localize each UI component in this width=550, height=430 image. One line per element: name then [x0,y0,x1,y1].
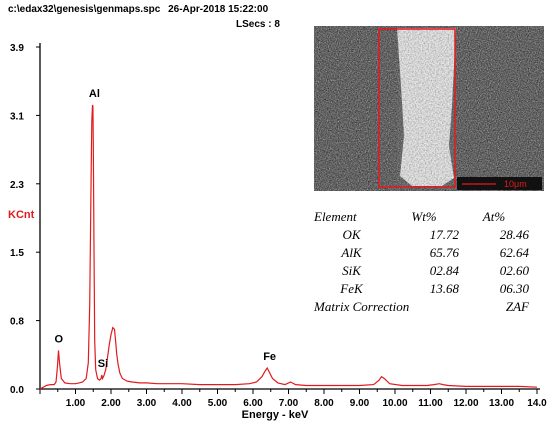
x-tick-label: 6.00 [243,398,263,409]
x-tick-label: 1.00 [66,398,86,409]
x-tick-label: 12.00 [453,398,478,409]
y-tick-label: 1.5 [10,248,24,259]
header-element: Element [314,209,357,224]
peak-labels: O Al Si Fe [54,88,276,370]
row-at: 62.64 [499,245,529,260]
composition-table: Element Wt% At% OK 17.72 28.46 AlK 65.76… [314,208,529,316]
y-tick-label: 0.8 [10,317,24,328]
x-tick-label: 14.0 [527,398,547,409]
x-tick-label: 3.00 [137,398,157,409]
y-tick-label: 0.0 [10,385,24,396]
live-seconds: LSecs : 8 [236,19,280,30]
peak-label: Si [98,358,108,370]
row-wt: 02.84 [429,263,459,278]
peak-label: Al [89,88,100,100]
x-tick-label: 5.00 [208,398,228,409]
file-info: c:\edax32\genesis\genmaps.spc 26-Apr-201… [8,4,268,15]
spectrum-line [39,104,538,390]
sem-image: 10μm [314,26,544,191]
x-tick-label: 8.00 [314,398,334,409]
x-tick-label: 9.00 [350,398,370,409]
y-tick-label: 3.9 [10,43,24,54]
y-axis-ticks: 0.0 0.8 1.5 2.3 3.1 3.9 [10,43,40,396]
composition-row: OK 17.72 28.46 [314,226,529,244]
matrix-correction-row: Matrix Correction ZAF [314,298,529,316]
row-wt: 13.68 [429,281,459,296]
row-element: SiK [342,263,361,278]
x-tick-label: 7.00 [279,398,299,409]
matrix-correction-label: Matrix Correction [314,299,410,314]
peak-label: Fe [263,351,276,363]
row-wt: 65.76 [429,245,459,260]
y-tick-label: 3.1 [10,111,24,122]
x-axis-ticks: 1.00 2.00 3.00 4.00 5.00 6.00 7.00 8.00 9.00 10.0… [39,389,547,409]
x-tick-label: 11.00 [418,398,443,409]
row-wt: 17.72 [429,227,459,242]
chart-axes [39,43,540,390]
spectrum-header: c:\edax32\genesis\genmaps.spc 26-Apr-201… [8,4,280,30]
row-at: 02.60 [499,263,529,278]
matrix-correction-value: ZAF [505,299,529,314]
sem-micrograph: 10μm [314,26,544,191]
analysis-region-box [378,28,456,188]
composition-row: SiK 02.84 02.60 [314,262,529,280]
file-path: c:\edax32\genesis\genmaps.spc [8,4,161,15]
row-element: AlK [341,245,362,260]
row-at: 06.30 [499,281,529,296]
x-tick-label: 2.00 [101,398,121,409]
peak-label: O [54,333,63,345]
scale-bar-background [457,177,542,190]
header-wt: Wt% [411,209,437,224]
y-tick-label: 2.3 [10,180,24,191]
composition-header-row: Element Wt% At% [314,208,529,226]
row-at: 28.46 [499,227,529,242]
row-element: FeK [340,281,363,296]
row-element: OK [342,227,361,242]
x-axis-label: Energy - keV [242,409,309,421]
y-axis-label: KCnt [8,209,35,221]
acquisition-datetime: 26-Apr-2018 15:22:00 [168,4,269,15]
composition-row: FeK 13.68 06.30 [314,280,529,298]
composition-row: AlK 65.76 62.64 [314,244,529,262]
scale-bar-label: 10μm [504,179,527,189]
x-tick-label: 10.00 [382,398,407,409]
sem-bright-texture [397,28,456,186]
header-at: At% [482,209,506,224]
x-tick-label: 13.00 [489,398,514,409]
x-tick-label: 4.00 [172,398,192,409]
